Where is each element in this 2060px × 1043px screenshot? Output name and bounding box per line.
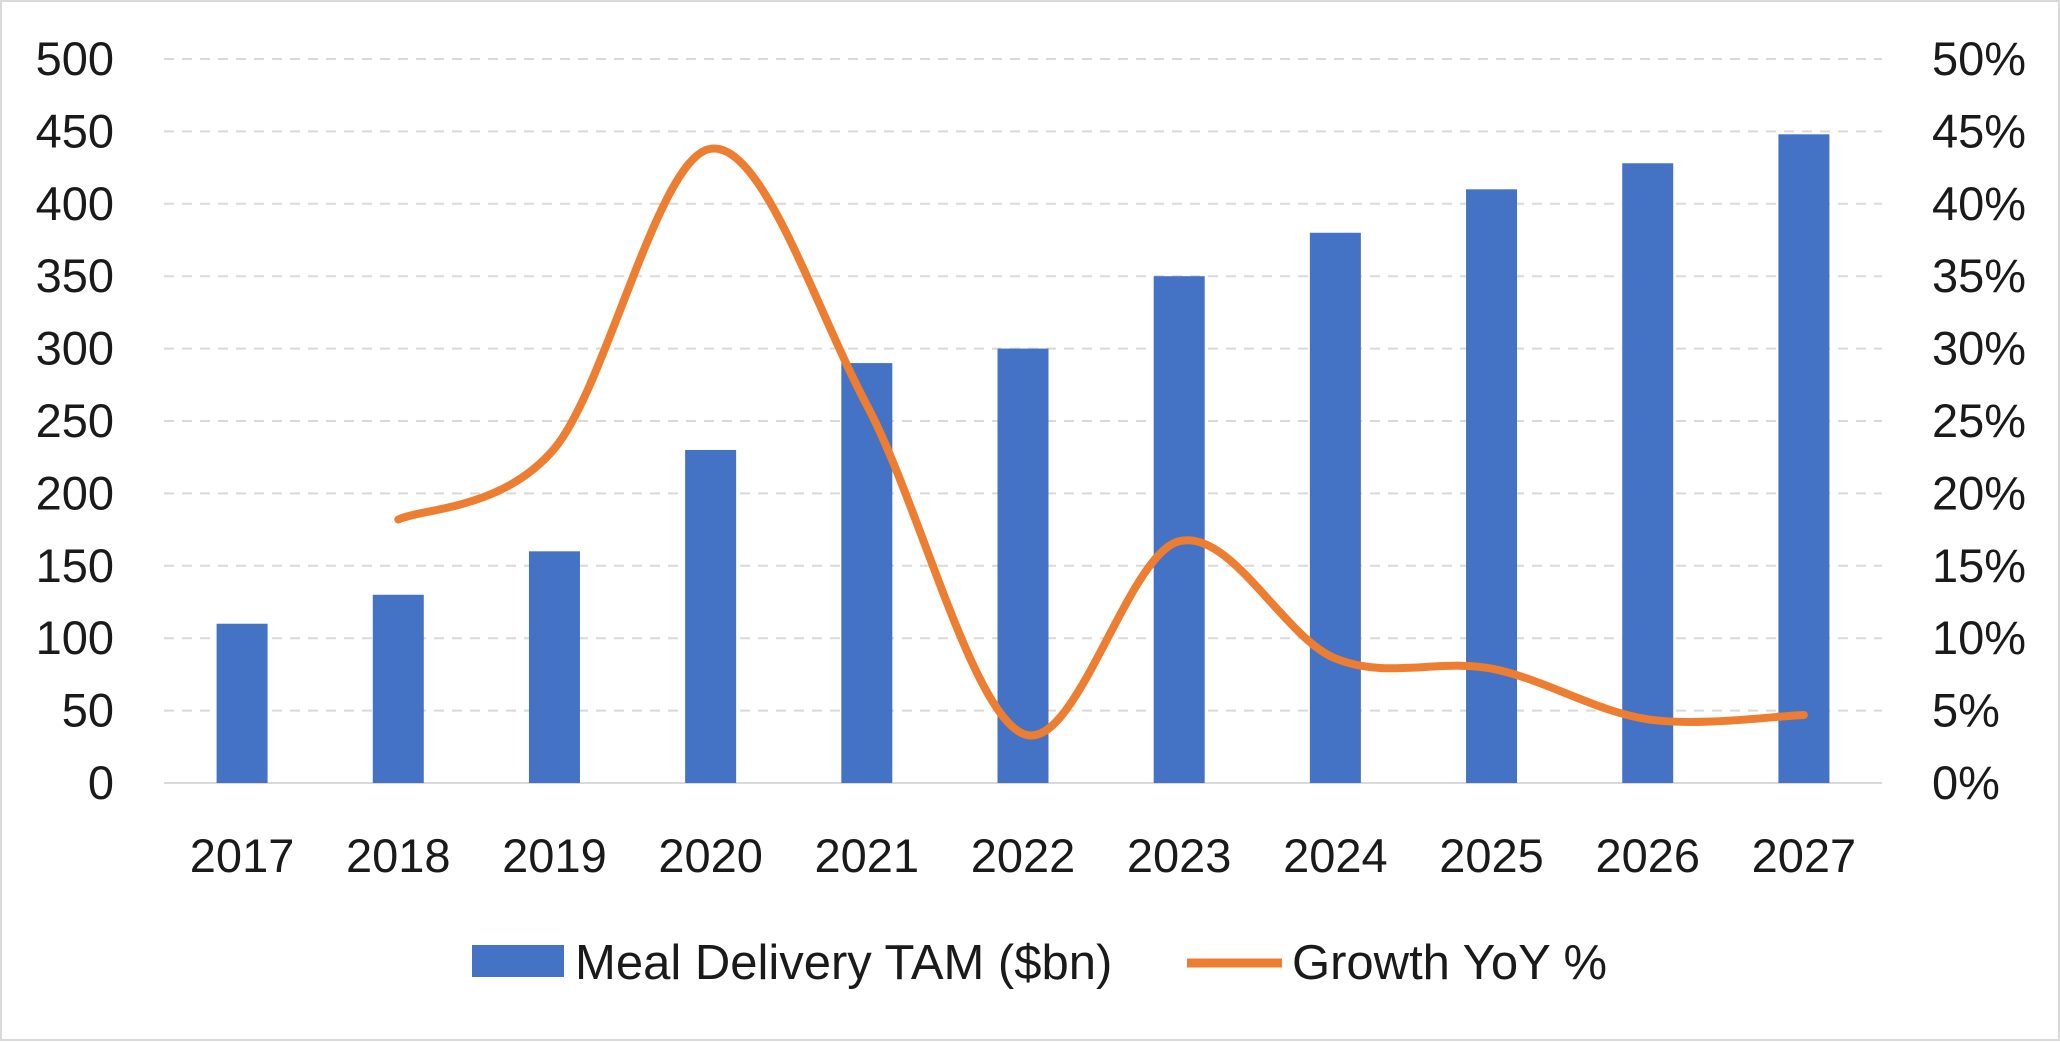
bar bbox=[373, 595, 424, 783]
x-axis-tick-label: 2025 bbox=[1439, 829, 1544, 882]
right-axis-tick-label: 50% bbox=[1932, 32, 2026, 85]
legend-swatch-tam bbox=[472, 945, 564, 977]
legend-label-growth: Growth YoY % bbox=[1292, 936, 1607, 990]
bar bbox=[1622, 163, 1673, 783]
left-axis-tick-label: 0 bbox=[88, 756, 114, 809]
x-axis-tick-label: 2019 bbox=[502, 829, 607, 882]
x-axis-tick-label: 2021 bbox=[815, 829, 920, 882]
x-axis-tick-label: 2027 bbox=[1752, 829, 1857, 882]
right-axis-tick-label: 25% bbox=[1932, 394, 2026, 447]
bar bbox=[217, 624, 268, 783]
x-axis-tick-label: 2018 bbox=[346, 829, 451, 882]
bar-series bbox=[217, 134, 1830, 783]
left-axis-tick-label: 100 bbox=[36, 611, 114, 664]
right-axis-ticks: 0% 5% 10% 15% 20% 25% 30% 35% 40% 45% 50% bbox=[1932, 32, 2026, 809]
x-axis-tick-label: 2026 bbox=[1595, 829, 1700, 882]
left-axis-tick-label: 350 bbox=[36, 249, 114, 302]
legend-label-tam: Meal Delivery TAM ($bn) bbox=[575, 936, 1112, 990]
left-axis-tick-label: 250 bbox=[36, 394, 114, 447]
left-axis-tick-label: 200 bbox=[36, 466, 114, 519]
left-axis-tick-label: 400 bbox=[36, 177, 114, 230]
right-axis-tick-label: 10% bbox=[1932, 611, 2026, 664]
right-axis-tick-label: 5% bbox=[1932, 684, 2000, 737]
right-axis-tick-label: 45% bbox=[1932, 104, 2026, 157]
left-axis-tick-label: 300 bbox=[36, 322, 114, 375]
right-axis-tick-label: 20% bbox=[1932, 466, 2026, 519]
right-axis-tick-label: 35% bbox=[1932, 249, 2026, 302]
left-axis-tick-label: 150 bbox=[36, 539, 114, 592]
x-axis-tick-label: 2024 bbox=[1283, 829, 1388, 882]
x-axis-tick-label: 2023 bbox=[1127, 829, 1232, 882]
bar bbox=[685, 450, 736, 783]
left-axis-ticks: 0 50 100 150 200 250 300 350 400 450 500 bbox=[36, 32, 114, 809]
left-axis-tick-label: 50 bbox=[62, 684, 114, 737]
bar bbox=[1154, 276, 1205, 783]
bar bbox=[1310, 233, 1361, 783]
left-axis-tick-label: 500 bbox=[36, 32, 114, 85]
left-axis-tick-label: 450 bbox=[36, 104, 114, 157]
right-axis-tick-label: 15% bbox=[1932, 539, 2026, 592]
x-axis-ticks: 2017 2018 2019 2020 2021 2022 2023 2024 2025 2026… bbox=[190, 829, 1856, 882]
bar bbox=[1778, 134, 1829, 783]
bar bbox=[1466, 189, 1517, 783]
right-axis-tick-label: 0% bbox=[1932, 756, 2000, 809]
bar bbox=[529, 551, 580, 783]
x-axis-tick-label: 2020 bbox=[658, 829, 763, 882]
x-axis-tick-label: 2022 bbox=[971, 829, 1076, 882]
line-series bbox=[398, 149, 1804, 736]
right-axis-tick-label: 40% bbox=[1932, 177, 2026, 230]
x-axis-tick-label: 2017 bbox=[190, 829, 295, 882]
legend: Meal Delivery TAM ($bn) Growth YoY % bbox=[472, 936, 1607, 990]
right-axis-tick-label: 30% bbox=[1932, 322, 2026, 375]
bar bbox=[841, 363, 892, 783]
growth-line bbox=[398, 149, 1804, 736]
